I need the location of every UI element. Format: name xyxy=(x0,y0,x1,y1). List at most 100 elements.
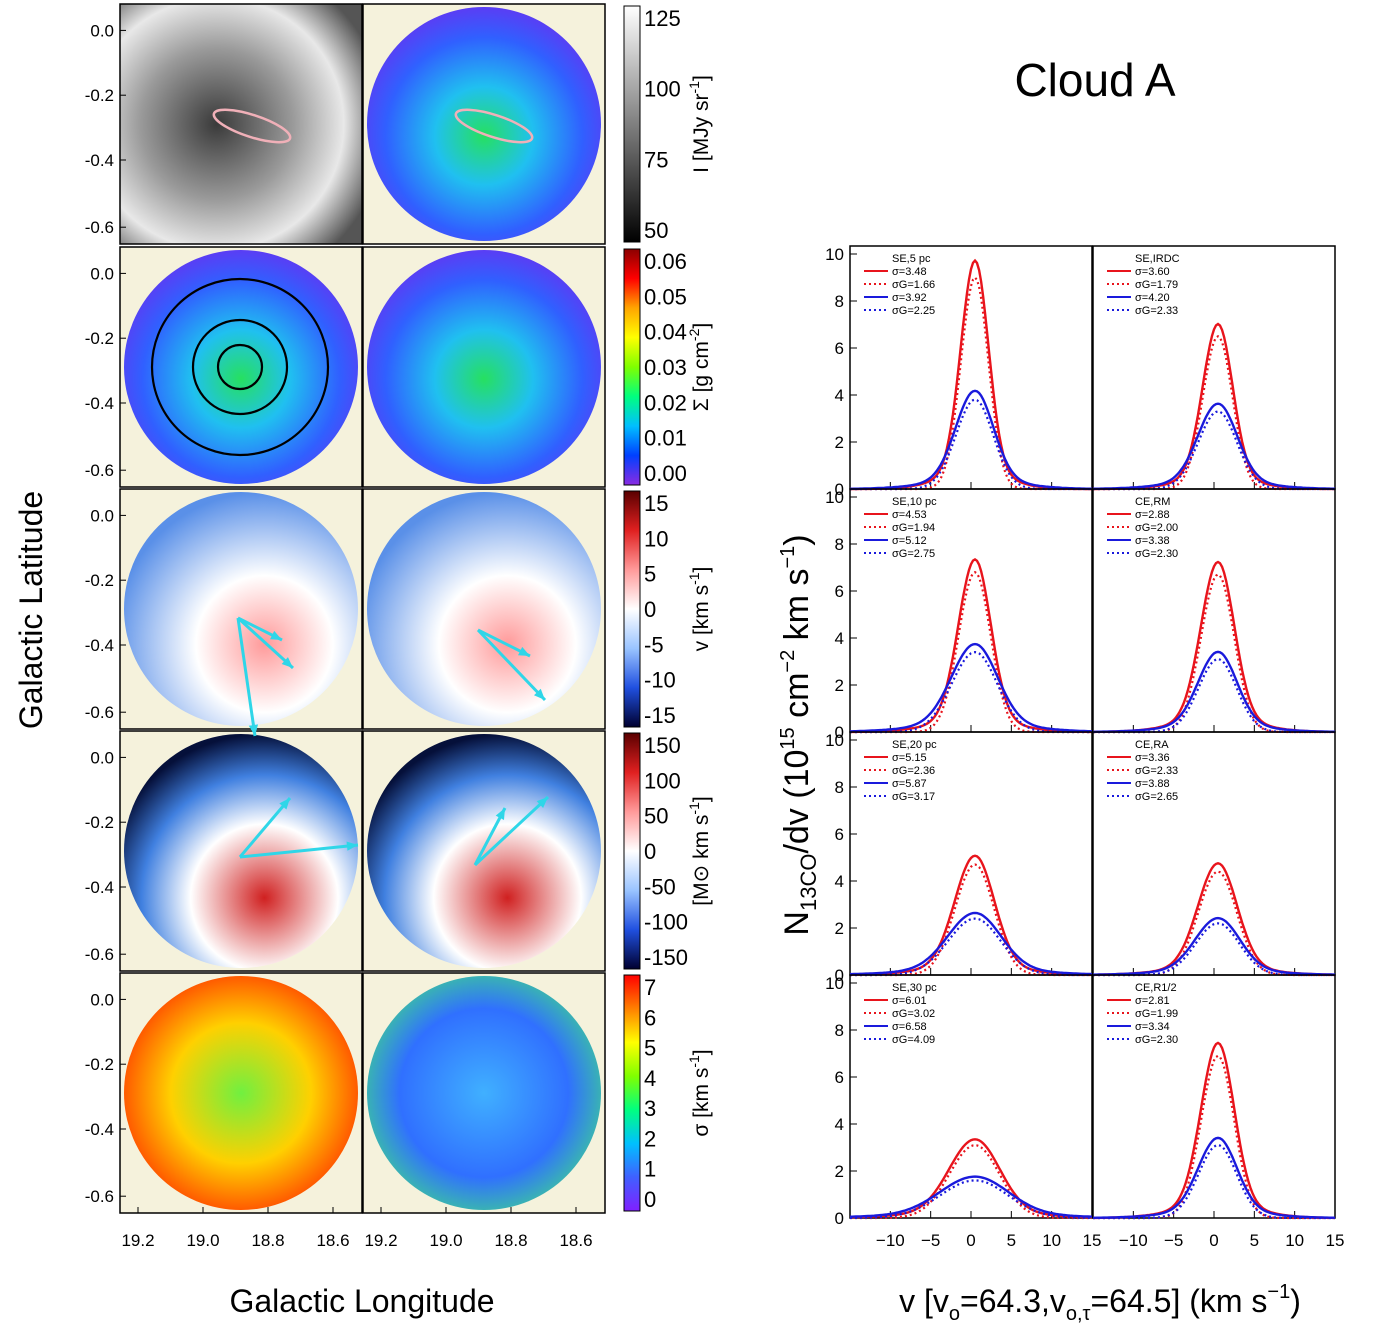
colorbar-tick-label: 0.05 xyxy=(644,284,687,309)
aperture-circle xyxy=(216,343,264,391)
gaussian-fit-line xyxy=(1093,334,1335,491)
map-panel: 0.0 -0.2 -0.4 -0.6 xyxy=(85,3,363,245)
panel-title: CE,R1/2 xyxy=(1135,982,1177,994)
panel-title: CE,RM xyxy=(1135,496,1170,508)
cyan-arrowhead xyxy=(518,646,530,656)
left-xlabel: Galactic Longitude xyxy=(229,1283,494,1319)
colorbar-strip xyxy=(623,248,641,486)
profile-grid: 0 2 4 6 8 10 SE,5 pcσ=3.48σG=1.66σ=3.92σG=2.25… xyxy=(825,245,1344,1250)
colorbar-tick-label: 1 xyxy=(644,1157,656,1182)
legend-label: σG=3.17 xyxy=(892,791,935,803)
map-grid: 0.0 -0.2 -0.4 -0.6 0.0 -0.2 -0.4 -0.6 0.0 -0.2 -0.… xyxy=(85,3,713,1250)
lon-tick-label: 18.6 xyxy=(559,1231,592,1250)
colorbar: 7 6 5 4 3 2 1 0 σ [km s-1] xyxy=(623,974,713,1212)
profile-line xyxy=(850,557,1092,734)
colorbar-tick-label: -100 xyxy=(644,910,688,935)
lat-tick-label: -0.2 xyxy=(85,813,114,832)
colorbar-tick-label: -50 xyxy=(644,874,676,899)
profile-y-tick-label: 2 xyxy=(835,433,844,452)
lat-tick-label: 0.0 xyxy=(90,748,114,767)
profile-line xyxy=(1092,916,1335,976)
map-panel: 0.0 -0.2 -0.4 -0.6 xyxy=(85,488,363,730)
profile-y-tick-label: 4 xyxy=(835,1115,844,1134)
gaussian-fit-line xyxy=(850,863,1092,977)
profile-y-tick-label: 8 xyxy=(835,1021,844,1040)
figure-labels: Cloud A Galactic Latitude Galactic Longi… xyxy=(13,54,1301,1325)
legend-label: σG=2.75 xyxy=(892,548,935,560)
panel-title: SE,20 pc xyxy=(892,739,937,751)
colorbar: 0.06 0.05 0.04 0.03 0.02 0.01 0.00 Σ [g cm-2] xyxy=(623,248,713,486)
lat-tick-label: -0.4 xyxy=(85,878,114,897)
profile-x-tick-label: 5 xyxy=(1250,1231,1259,1250)
profile-panel: 0 2 4 6 8 10 SE,10 pcσ=4.53σG=1.94σ=5.12σG=2.7… xyxy=(825,488,1093,742)
profile-x-tick-label: 15 xyxy=(1326,1231,1345,1250)
map-panel: 0.0 -0.2 -0.4 -0.6 xyxy=(85,972,363,1214)
profile-y-tick-label: 4 xyxy=(835,386,844,405)
profile-y-tick-label: 10 xyxy=(825,488,844,507)
cyan-arrow xyxy=(236,616,295,670)
panel-title: SE,IRDC xyxy=(1135,253,1180,265)
lat-tick-label: -0.2 xyxy=(85,571,114,590)
profile-line xyxy=(1093,560,1336,734)
colorbar-tick-label: 0.01 xyxy=(644,426,687,451)
gaussian-fit-line xyxy=(850,917,1092,977)
colorbar: 150 100 50 0 -50 -100 -150 [M⊙ km s-1] xyxy=(623,732,713,970)
cyan-arrow xyxy=(236,617,257,737)
colorbar-tick-label: 0.04 xyxy=(644,320,687,345)
map-panel xyxy=(362,972,606,1214)
colorbar-tick-label: 0 xyxy=(644,597,656,622)
profile-line xyxy=(850,642,1093,733)
colorbar-tick-label: 3 xyxy=(644,1096,656,1121)
lon-tick-label: 19.2 xyxy=(364,1231,397,1250)
gaussian-fit-line xyxy=(850,1179,1092,1219)
colorbar-tick-label: 5 xyxy=(644,1036,656,1061)
lat-tick-label: -0.6 xyxy=(85,1187,114,1206)
lat-tick-label: -0.2 xyxy=(85,86,114,105)
profile-line xyxy=(849,1138,1092,1219)
legend-label: σ=4.20 xyxy=(1135,292,1170,304)
map-panel xyxy=(362,3,606,245)
lat-tick-label: -0.4 xyxy=(85,394,114,413)
lat-tick-label: -0.4 xyxy=(85,1120,114,1139)
legend-label: σG=2.30 xyxy=(1135,1034,1178,1046)
colorbar-tick-label: 0.03 xyxy=(644,355,687,380)
gaussian-fit-line xyxy=(1093,870,1335,977)
gaussian-fit-line xyxy=(1093,657,1335,734)
cyan-arrow xyxy=(476,628,547,702)
profile-x-tick-label: −10 xyxy=(1119,1231,1148,1250)
left-ylabel: Galactic Latitude xyxy=(13,491,49,729)
legend-label: σ=6.58 xyxy=(892,1021,927,1033)
profile-y-tick-label: 8 xyxy=(835,292,844,311)
legend-label: σ=2.88 xyxy=(1135,509,1170,521)
right-xlabel: v [vo=64.3,vo,τ=64.5] (km s−1) xyxy=(899,1281,1301,1325)
colorbar-tick-label: 0.00 xyxy=(644,461,687,486)
profile-y-tick-label: 10 xyxy=(825,974,844,993)
lat-tick-label: 0.0 xyxy=(90,21,114,40)
colorbar-tick-label: 100 xyxy=(644,77,681,102)
colorbar-label: I [MJy sr-1] xyxy=(686,75,713,173)
legend-label: σG=1.94 xyxy=(892,522,935,534)
map-frame xyxy=(119,3,363,245)
profile-line xyxy=(850,854,1093,976)
colorbar-tick-label: 50 xyxy=(644,804,668,829)
panel-title: CE,RA xyxy=(1135,739,1169,751)
cyan-arrowhead xyxy=(346,841,358,851)
lon-tick-label: 18.8 xyxy=(494,1231,527,1250)
cyan-arrowhead xyxy=(270,630,282,640)
cyan-arrow xyxy=(238,797,292,858)
lon-tick-label: 19.0 xyxy=(186,1231,219,1250)
legend-label: σ=3.38 xyxy=(1135,535,1170,547)
map-disk xyxy=(367,7,601,241)
region-ellipse xyxy=(454,108,534,144)
map-disk xyxy=(367,250,601,484)
map-disk xyxy=(124,250,358,484)
legend-label: σG=1.66 xyxy=(892,279,935,291)
panel-title: SE,10 pc xyxy=(892,496,937,508)
profile-y-tick-label: 6 xyxy=(835,582,844,601)
lat-tick-label: 0.0 xyxy=(90,264,114,283)
cyan-arrow xyxy=(473,795,550,867)
gaussian-fit-line xyxy=(850,275,1092,491)
profile-y-tick-label: 0 xyxy=(835,1209,844,1228)
cyan-arrowhead xyxy=(279,798,290,810)
